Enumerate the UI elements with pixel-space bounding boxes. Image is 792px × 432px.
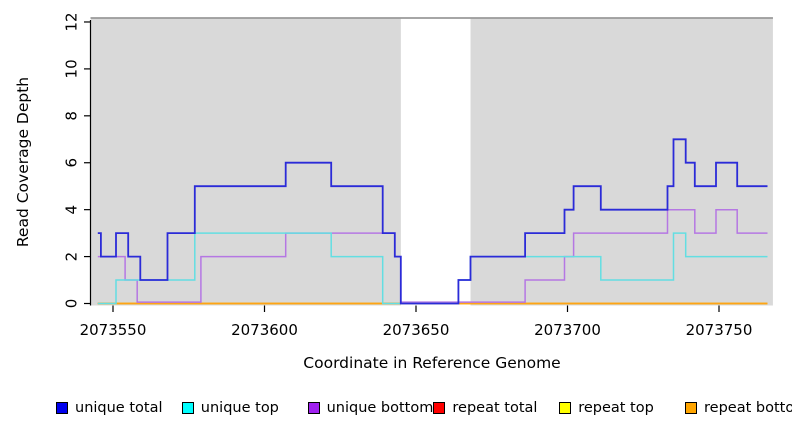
y-tick-label: 12 <box>63 12 81 31</box>
y-tick-label: 2 <box>63 252 81 262</box>
legend-item-unique-total: unique total <box>56 397 163 419</box>
legend-label: unique top <box>200 400 279 416</box>
series-line-unique-total <box>97 138 768 305</box>
background-band-1 <box>470 18 773 306</box>
legend-item-repeat-bottom: repeat bottom <box>685 397 792 419</box>
legend-swatch-icon <box>433 402 446 414</box>
x-tick-label: 2073600 <box>231 321 298 339</box>
coverage-plot: 0 2 4 6 8 10 12 2073550 2073600 2073650 2073700 207… <box>14 12 773 372</box>
series-line-unique-bottom <box>97 208 768 303</box>
y-tick-label: 0 <box>63 299 81 309</box>
legend-swatch-icon <box>181 402 194 414</box>
x-axis-title: Coordinate in Reference Genome <box>303 354 560 372</box>
legend-label: repeat total <box>452 400 538 416</box>
y-axis-title: Read Coverage Depth <box>14 77 32 247</box>
legend-item-repeat-total: repeat total <box>433 397 537 419</box>
y-tick-label: 4 <box>63 205 81 215</box>
legend-item-unique-top: unique top <box>181 397 279 419</box>
background-band-0 <box>90 18 401 306</box>
y-tick-label: 6 <box>63 158 81 168</box>
legend-label: unique total <box>75 400 163 416</box>
legend-swatch-icon <box>56 402 68 414</box>
legend-item-unique-bottom: unique bottom <box>307 397 434 419</box>
legend-item-repeat-top: repeat top <box>559 397 654 419</box>
x-tick-label: 2073750 <box>686 321 753 339</box>
legend-swatch-icon <box>307 402 320 414</box>
legend-label: unique bottom <box>326 400 434 416</box>
x-tick-label: 2073650 <box>383 321 450 339</box>
y-tick-label: 8 <box>63 111 81 121</box>
legend: unique total unique top unique bottom repea… <box>0 397 792 421</box>
x-tick-label: 2073700 <box>534 321 601 339</box>
legend-swatch-icon <box>685 402 697 414</box>
legend-label: repeat top <box>578 400 654 416</box>
y-tick-label: 10 <box>63 59 81 78</box>
legend-label: repeat bottom <box>704 400 792 416</box>
legend-swatch-icon <box>559 402 572 414</box>
x-tick-label: 2073550 <box>80 321 147 339</box>
